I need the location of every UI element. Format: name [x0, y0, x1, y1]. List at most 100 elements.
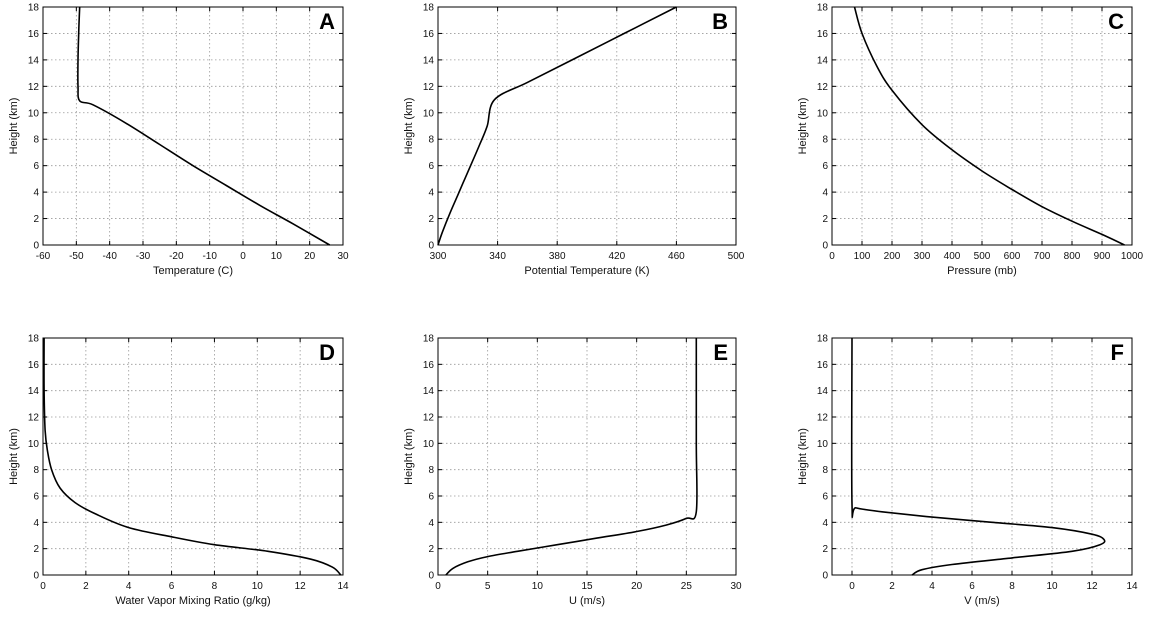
y-tick-label: 10: [423, 108, 435, 119]
x-tick-label: -50: [69, 251, 84, 262]
x-tick-label: 0: [849, 581, 855, 592]
y-tick-label: 18: [423, 3, 435, 14]
y-axis-label: Height (km): [403, 98, 415, 155]
x-tick-label: 20: [304, 251, 316, 262]
x-tick-label: 4: [126, 581, 132, 592]
y-tick-label: 4: [33, 188, 39, 199]
x-tick-label: 100: [854, 251, 871, 262]
plot-frame: [831, 337, 1133, 576]
y-tick-label: 6: [822, 161, 828, 172]
x-tick-label: 900: [1094, 251, 1111, 262]
plot-frame: [831, 6, 1133, 246]
x-tick-label: 25: [681, 581, 693, 592]
y-tick-label: 2: [428, 214, 434, 225]
panel-a: -60 -50 -40 -30 -20 -10 0 10 20 30 0 2 4 6 8 10 12 14 16 18…: [8, 3, 349, 278]
x-tick-label: 12: [1086, 581, 1098, 592]
x-axis-label: Pressure (mb): [947, 265, 1017, 277]
x-tick-label: 10: [1046, 581, 1058, 592]
y-tick-label: 14: [28, 386, 40, 397]
panel-f: 0 2 4 6 8 10 12 14 0 2 4 6 8 10 12 14 16 18 V (m/s) Height …: [797, 334, 1138, 608]
x-tick-label: -20: [169, 251, 184, 262]
x-tick-label: 0: [40, 581, 46, 592]
x-tick-label: 800: [1064, 251, 1081, 262]
plot-frame: [437, 6, 737, 246]
x-tick-label: 420: [608, 251, 625, 262]
y-tick-label: 18: [28, 3, 40, 14]
x-tick-label: 5: [485, 581, 491, 592]
y-axis-label: Height (km): [8, 98, 20, 155]
x-tick-label: 6: [969, 581, 975, 592]
profile-line: [445, 338, 698, 576]
panel-d: 0 2 4 6 8 10 12 14 0 2 4 6 8 10 12 14 16 18 Water Vapor Mi…: [8, 334, 349, 608]
x-tick-label: 30: [337, 251, 349, 262]
y-tick-label: 18: [817, 334, 829, 345]
y-tick-label: 8: [428, 465, 434, 476]
y-tick-label: 18: [28, 334, 40, 345]
panel-letter: A: [319, 9, 335, 34]
y-tick-label: 6: [822, 492, 828, 503]
y-tick-label: 0: [428, 241, 434, 252]
y-tick-label: 10: [423, 439, 435, 450]
profile-line: [43, 337, 342, 576]
x-tick-label: 0: [435, 581, 441, 592]
x-tick-label: 8: [212, 581, 218, 592]
y-axis-label: Height (km): [797, 428, 809, 485]
x-tick-label: 460: [668, 251, 685, 262]
y-tick-label: 0: [33, 241, 39, 252]
y-tick-label: 12: [423, 82, 435, 93]
y-tick-label: 4: [428, 518, 434, 529]
x-tick-label: 400: [944, 251, 961, 262]
x-tick-label: -60: [36, 251, 51, 262]
y-tick-label: 12: [28, 413, 40, 424]
y-tick-label: 18: [817, 3, 829, 14]
y-tick-label: 14: [28, 55, 40, 66]
profile-line: [77, 6, 331, 246]
panel-letter: C: [1108, 9, 1124, 34]
x-tick-label: 300: [430, 251, 447, 262]
y-tick-label: 10: [28, 108, 40, 119]
y-tick-label: 14: [817, 55, 829, 66]
y-tick-label: 16: [28, 360, 40, 371]
y-tick-label: 2: [822, 214, 828, 225]
y-tick-label: 14: [817, 386, 829, 397]
y-tick-label: 6: [428, 492, 434, 503]
x-tick-label: 380: [549, 251, 566, 262]
x-tick-label: 2: [83, 581, 89, 592]
y-tick-label: 14: [423, 55, 435, 66]
y-tick-label: 6: [428, 161, 434, 172]
y-tick-label: 0: [33, 571, 39, 582]
x-tick-label: 500: [728, 251, 745, 262]
y-tick-label: 12: [423, 413, 435, 424]
x-tick-label: 30: [730, 581, 742, 592]
y-tick-label: 8: [33, 465, 39, 476]
y-tick-label: 16: [817, 360, 829, 371]
profile-line: [853, 6, 1125, 246]
x-tick-label: 15: [581, 581, 593, 592]
x-tick-label: 200: [884, 251, 901, 262]
y-tick-label: 10: [28, 439, 40, 450]
panel-e: 0 5 10 15 20 25 30 0 2 4 6 8 10 12 14 16 18 U (m/s) Height…: [403, 334, 742, 608]
y-tick-label: 2: [33, 544, 39, 555]
plot-frame: [42, 337, 344, 576]
y-tick-label: 8: [428, 135, 434, 146]
x-axis-label: Water Vapor Mixing Ratio (g/kg): [115, 595, 270, 607]
x-tick-label: 10: [532, 581, 544, 592]
y-tick-label: 16: [817, 29, 829, 40]
y-tick-label: 18: [423, 334, 435, 345]
x-tick-label: 0: [240, 251, 246, 262]
panel-b: 300 340 380 420 460 500 0 2 4 6 8 10 12 14 16 18 Potenti…: [403, 3, 745, 278]
x-axis-label: U (m/s): [569, 595, 605, 607]
x-tick-label: 14: [337, 581, 349, 592]
x-tick-label: 20: [631, 581, 643, 592]
x-tick-label: 12: [295, 581, 307, 592]
x-axis-label: V (m/s): [964, 595, 999, 607]
x-tick-label: -30: [136, 251, 151, 262]
y-tick-label: 0: [428, 571, 434, 582]
x-tick-label: 10: [252, 581, 264, 592]
y-axis-label: Height (km): [403, 428, 415, 485]
y-tick-label: 2: [33, 214, 39, 225]
profile-line: [850, 337, 1106, 576]
x-axis-label: Temperature (C): [153, 265, 233, 277]
y-tick-label: 16: [423, 29, 435, 40]
